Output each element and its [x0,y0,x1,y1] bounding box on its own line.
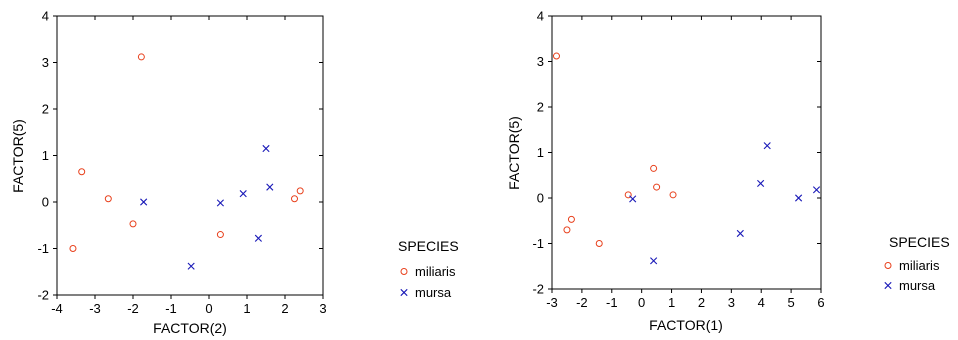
data-point-mursa [650,257,658,265]
data-point-miliaris [129,220,137,228]
y-tick-label: -1 [532,236,544,251]
y-tick-label: 1 [537,145,544,160]
x-tick-label: 1 [668,295,675,310]
x-tick-label: 2 [698,295,705,310]
data-point-mursa [187,262,195,270]
x-tick-label: 0 [638,295,645,310]
legend: SPECIES miliaris mursa [884,234,950,293]
scatter-panel-1: -4 -3 -2 -1 0 1 2 3 -2 -1 0 1 2 3 4 FACTOR(2) FACTOR(5) S… [10,9,459,337]
data-point-mursa [254,234,262,242]
y-tick-label: 0 [537,191,544,206]
x-tick-label: 4 [758,295,765,310]
data-point-miliaris [567,215,575,223]
x-tick-label: 1 [243,301,250,316]
data-point-mursa [140,198,148,206]
legend-title: SPECIES [398,238,459,254]
y-axis-title: FACTOR(5) [506,116,522,190]
data-point-mursa [239,190,247,198]
plot-frame [56,15,324,296]
x-axis-title: FACTOR(1) [649,317,723,333]
y-tick-label: 2 [42,102,49,117]
x-tick-label: 2 [281,301,288,316]
y-tick-label: 2 [537,100,544,115]
plot-frame [551,15,822,290]
data-point-miliaris [296,187,304,195]
x-tick-label: 6 [817,295,824,310]
legend-label-mursa: mursa [415,285,452,300]
y-tick-label: 4 [42,9,49,24]
y-tick-label: 3 [42,55,49,70]
data-point-miliaris [78,168,86,176]
data-point-miliaris [669,191,677,199]
legend-marker-mursa [400,288,408,297]
legend-marker-miliaris [400,268,408,275]
scatter-panel-2: -3 -2 -1 0 1 2 3 4 5 6-2-101234FACTOR(1)FACTOR(5)… [506,9,950,334]
y-tick-label: -2 [532,282,544,297]
data-point-mursa [262,144,270,153]
data-point-miliaris [552,52,560,60]
data-point-miliaris [595,240,603,247]
y-tick-label: 1 [42,148,49,163]
x-tick-label: -1 [165,301,177,316]
data-point-miliaris [69,245,77,252]
data-point-miliaris [653,183,661,191]
y-tick-label: -1 [37,241,49,256]
y-tick-label: -2 [37,288,49,303]
series-mursa [140,144,274,270]
y-tick-label: 4 [537,9,544,24]
series-miliaris [69,53,304,252]
data-point-miliaris [104,195,112,203]
y-tick-label: 3 [537,54,544,69]
data-point-mursa [216,199,224,207]
x-tick-label: 3 [728,295,735,310]
x-tick-label: -2 [127,301,139,316]
data-point-mursa [266,183,274,191]
x-tick-label: -4 [51,301,63,316]
legend-label-miliaris: miliaris [415,264,456,279]
data-point-mursa [794,194,803,202]
legend-title: SPECIES [889,234,950,250]
data-point-miliaris [624,191,632,199]
x-tick-label: -2 [576,295,588,310]
x-tick-label: 0 [205,301,212,316]
x-tick-label: -1 [606,295,618,310]
x-axis-title: FACTOR(2) [153,320,227,336]
y-axis-title: FACTOR(5) [10,119,26,193]
data-point-mursa [736,229,744,238]
legend-marker-miliaris [884,262,892,269]
data-point-mursa [629,195,637,203]
data-point-mursa [812,186,821,194]
legend-marker-mursa [884,281,892,290]
data-point-miliaris [650,164,658,172]
data-point-miliaris [291,195,298,203]
series-mursa [629,142,821,265]
legend-label-miliaris: miliaris [899,258,940,273]
x-tick-label: 3 [319,301,326,316]
data-point-miliaris [216,231,224,239]
legend-label-mursa: mursa [899,278,936,293]
x-tick-label: 5 [787,295,794,310]
y-tick-label: 0 [42,195,49,210]
data-point-mursa [757,179,765,188]
data-point-mursa [763,142,771,150]
data-point-miliaris [563,226,571,234]
series-miliaris [552,52,677,247]
legend: SPECIES miliaris mursa [398,238,459,300]
data-point-miliaris [137,53,145,61]
x-tick-label: -3 [546,295,558,310]
x-tick-label: -3 [89,301,101,316]
